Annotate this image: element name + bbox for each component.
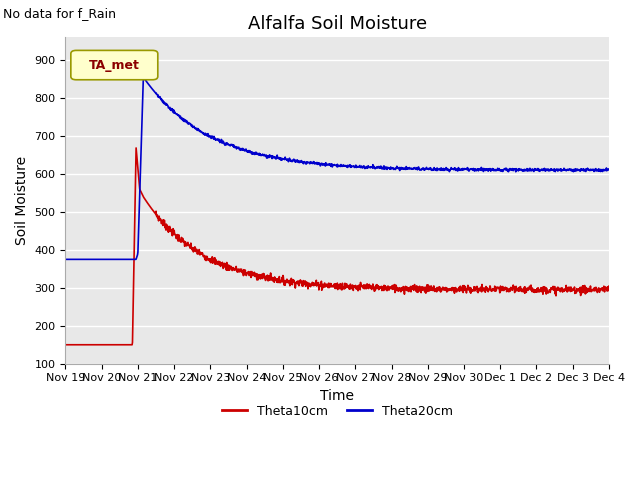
Theta20cm (140, 74, 147, 80)
Theta20cm (61, 256, 69, 262)
Theta10cm (132, 145, 140, 151)
Theta10cm (314, 282, 321, 288)
Theta20cm (125, 256, 133, 262)
Theta20cm (304, 160, 312, 166)
Theta10cm (125, 342, 133, 348)
Theta10cm (292, 280, 300, 286)
Theta10cm (104, 342, 111, 348)
Theta20cm (605, 167, 612, 172)
Legend: Theta10cm, Theta20cm: Theta10cm, Theta20cm (217, 400, 458, 423)
Theta10cm (371, 284, 379, 290)
Text: No data for f_Rain: No data for f_Rain (3, 7, 116, 20)
Line: Theta10cm: Theta10cm (65, 148, 609, 345)
Theta10cm (61, 342, 69, 348)
Theta10cm (605, 283, 612, 289)
Title: Alfalfa Soil Moisture: Alfalfa Soil Moisture (248, 15, 427, 33)
Theta20cm (292, 159, 300, 165)
Theta20cm (371, 166, 379, 172)
Line: Theta20cm: Theta20cm (65, 77, 609, 259)
FancyBboxPatch shape (71, 50, 158, 80)
Theta20cm (314, 160, 321, 166)
Theta20cm (104, 256, 111, 262)
Text: TA_met: TA_met (89, 59, 140, 72)
X-axis label: Time: Time (320, 389, 354, 403)
Y-axis label: Soil Moisture: Soil Moisture (15, 156, 29, 245)
Theta10cm (304, 280, 312, 286)
